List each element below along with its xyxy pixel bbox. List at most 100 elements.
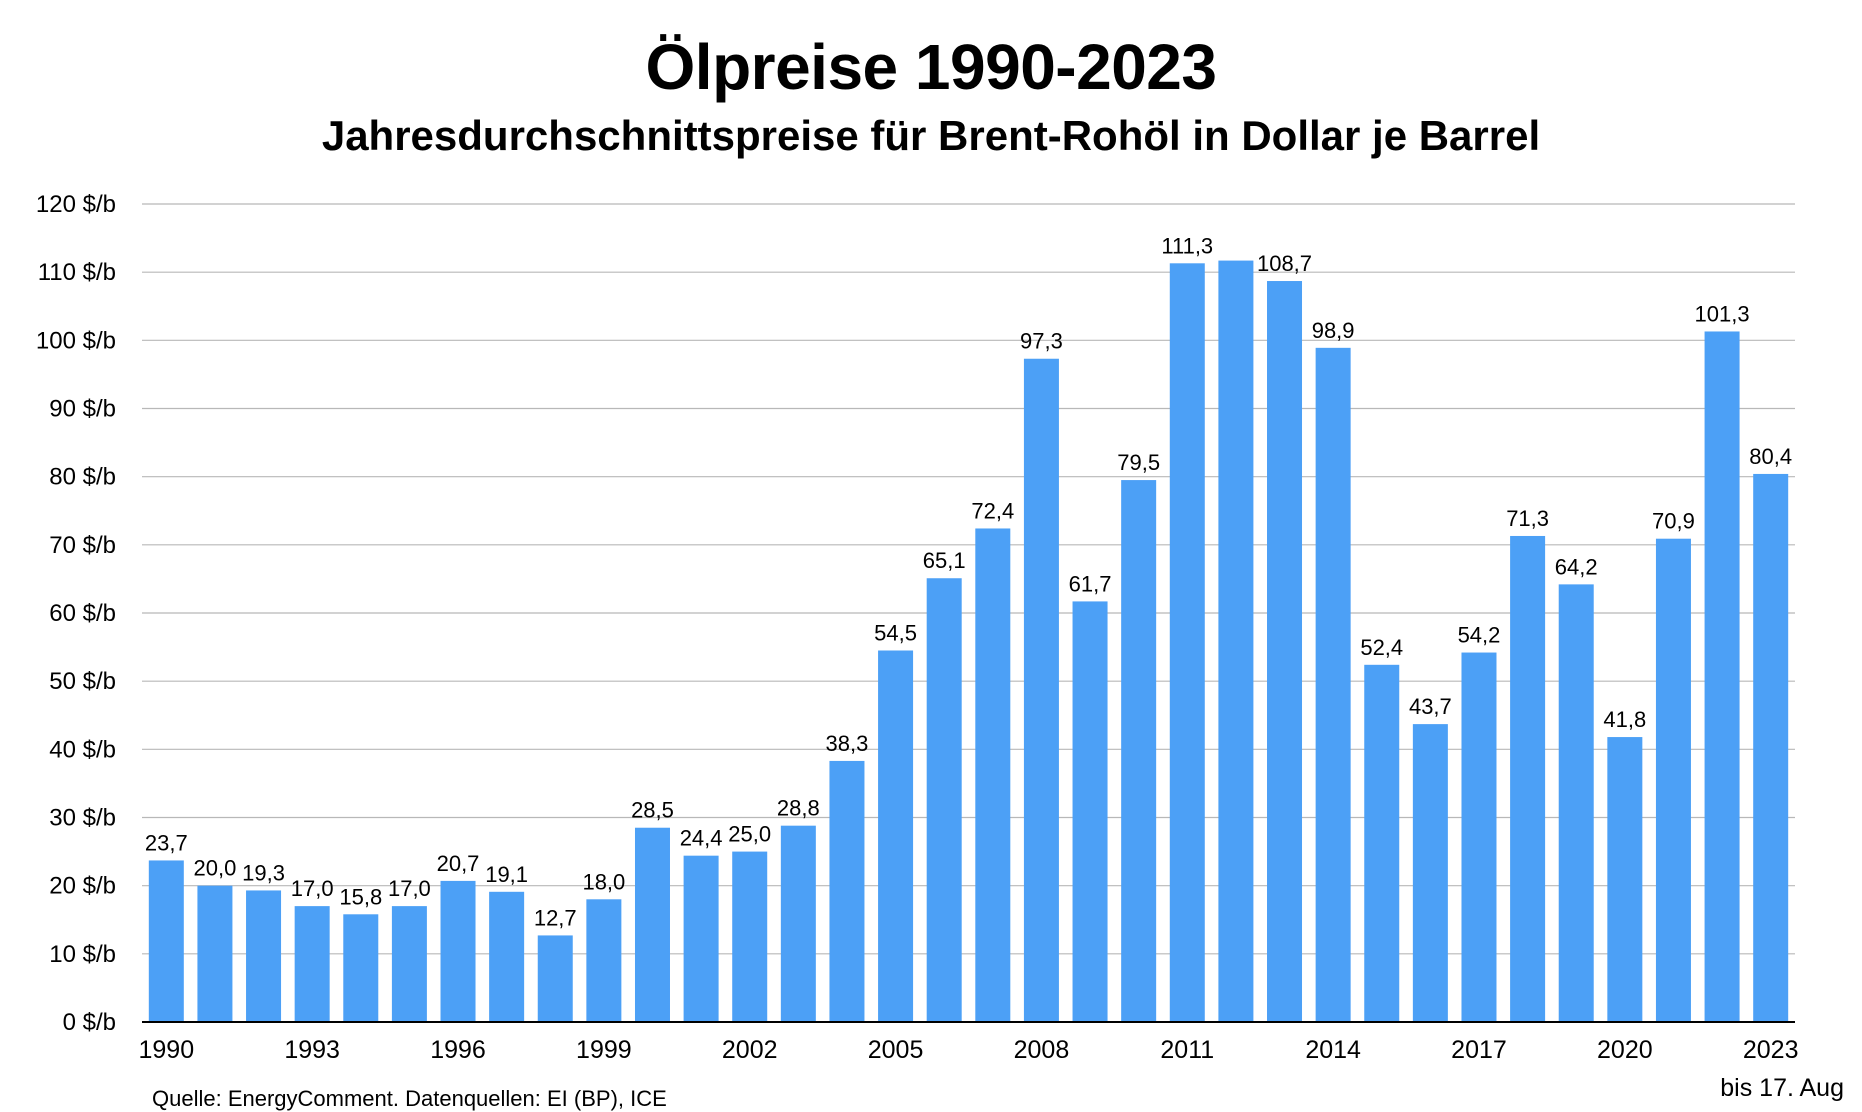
bar [1364,664,1400,1022]
x-tick-label: 2020 [1597,1036,1653,1064]
bar [926,578,962,1022]
bar [1461,652,1497,1022]
data-label: 19,1 [485,862,528,887]
bar [537,935,573,1022]
data-label: 54,2 [1458,623,1501,648]
x-tick-label: 2005 [868,1036,924,1064]
bar [1267,281,1303,1022]
bar [1753,473,1789,1022]
data-label: 18,0 [582,869,625,894]
x-tick-label: 2017 [1451,1036,1507,1064]
y-tick-label: 20 $/b [49,873,116,900]
bar [975,528,1011,1022]
bar [391,906,427,1022]
data-label: 38,3 [826,731,869,756]
data-label: 52,4 [1360,635,1403,660]
x-tick-label: 1993 [284,1036,340,1064]
data-label: 17,0 [291,876,334,901]
y-tick-label: 120 $/b [36,191,116,218]
source-note: Quelle: EnergyComment. Datenquellen: EI … [152,1086,667,1111]
data-label: 64,2 [1555,554,1598,579]
bar [1121,480,1157,1022]
bar [440,880,476,1022]
y-tick-label: 30 $/b [49,805,116,832]
gridlines [142,203,1795,955]
period-note: bis 17. Aug [1720,1074,1844,1102]
data-label: 41,8 [1603,707,1646,732]
y-axis-ticks: 0 $/b 10 $/b 20 $/b 30 $/b 40 $/b 50 $/b 60 $/… [36,191,116,1036]
bar [1607,737,1643,1022]
data-label: 98,9 [1312,318,1355,343]
data-label: 15,8 [339,884,382,909]
data-label: 12,7 [534,905,577,930]
bar [1072,601,1108,1022]
data-label: 20,7 [437,851,480,876]
bar [246,890,282,1022]
bar [148,860,184,1022]
bar [1169,263,1205,1022]
bar [1704,331,1740,1022]
x-tick-label: 2002 [722,1036,778,1064]
y-tick-label: 70 $/b [49,532,116,559]
data-label: 80,4 [1749,444,1792,469]
y-tick-label: 80 $/b [49,464,116,491]
data-label: 111,3 [1161,233,1213,258]
data-label: 28,5 [631,798,674,823]
y-tick-label: 40 $/b [49,736,116,763]
data-label: 71,3 [1506,506,1549,531]
data-label: 101,3 [1695,301,1750,326]
chart-subtitle: Jahresdurchschnittspreise für Brent-Rohö… [321,112,1541,159]
bar [1315,347,1351,1022]
bar [1412,724,1448,1022]
data-labels: 23,720,0 19,317,0 15,8 17,020,7 19,112,718,0… [145,233,1792,930]
data-label: 79,5 [1117,450,1160,475]
bar [1510,535,1546,1022]
y-tick-label: 90 $/b [49,396,116,423]
data-label: 61,7 [1069,571,1112,596]
bar [732,851,768,1022]
bar [1218,260,1254,1022]
y-tick-label: 10 $/b [49,941,116,968]
bar [586,899,622,1022]
bar [780,825,816,1022]
y-tick-label: 100 $/b [36,327,116,354]
x-tick-label: 1990 [138,1036,194,1064]
y-tick-label: 110 $/b [38,259,116,286]
x-tick-label: 2023 [1743,1036,1799,1064]
bar [1655,538,1691,1022]
y-tick-label: 50 $/b [49,668,116,695]
data-label: 20,0 [194,856,237,881]
data-label: 28,8 [777,796,820,821]
data-label: 70,9 [1652,509,1695,534]
bar [197,885,233,1022]
bar [1023,358,1059,1022]
data-label: 43,7 [1409,694,1452,719]
data-label: 17,0 [388,876,431,901]
data-label: 97,3 [1020,329,1063,354]
x-tick-label: 1996 [430,1036,486,1064]
data-label: 108,7 [1257,251,1312,276]
data-label: 54,5 [874,620,917,645]
bar [829,760,865,1022]
data-label: 65,1 [923,548,966,573]
data-label: 23,7 [145,830,188,855]
x-tick-label: 2008 [1014,1036,1070,1064]
data-label: 24,4 [680,826,723,851]
y-tick-label: 60 $/b [49,600,116,627]
x-tick-label: 1999 [576,1036,632,1064]
bar [1558,584,1594,1022]
bar [683,855,719,1022]
bar [489,891,525,1022]
chart-title: Ölpreise 1990-2023 [645,31,1217,103]
bar [634,827,670,1022]
data-label: 19,3 [242,860,285,885]
bar [343,914,379,1022]
data-label: 25,0 [728,822,771,847]
x-tick-label: 2011 [1160,1036,1214,1064]
x-axis-ticks: 1990 1993 1996 1999 2002 2005 2008 2011 2014 2017… [138,1036,1798,1064]
y-tick-label: 0 $/b [63,1009,116,1036]
bars [148,260,1789,1022]
bar [294,906,330,1022]
data-label: 72,4 [971,498,1014,523]
